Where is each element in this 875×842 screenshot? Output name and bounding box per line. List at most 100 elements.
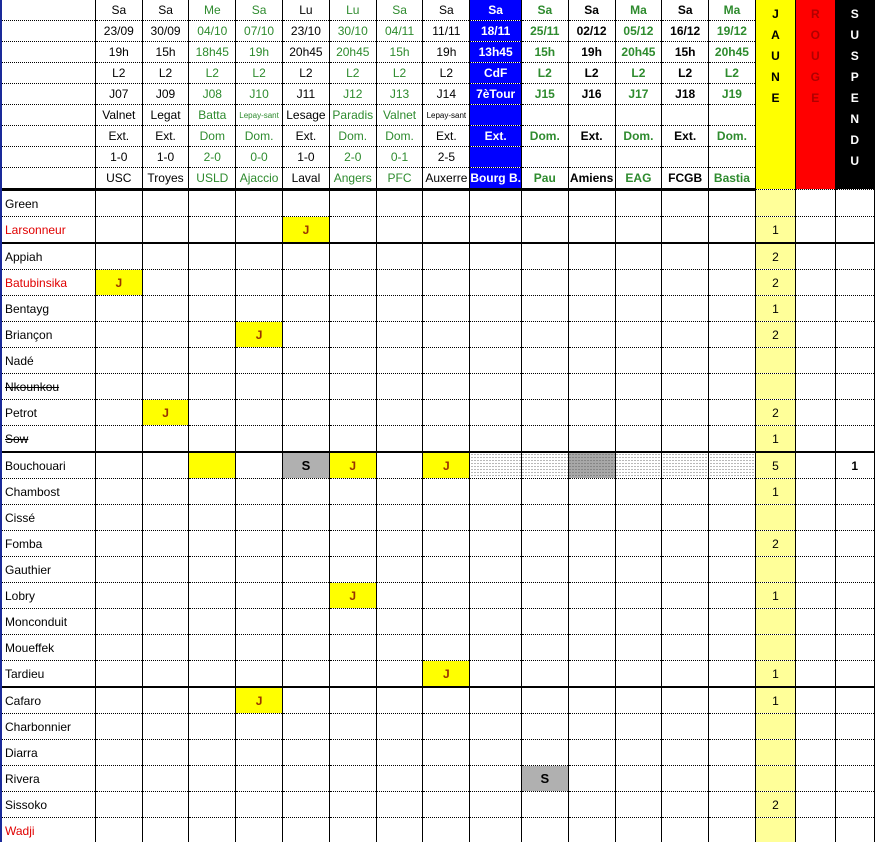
match-cell[interactable] xyxy=(375,399,424,426)
match-cell[interactable] xyxy=(141,687,190,714)
match-venue[interactable]: Dom. xyxy=(708,125,756,147)
match-cell[interactable] xyxy=(328,739,377,766)
match-time[interactable]: 15h xyxy=(520,41,569,63)
match-day[interactable]: Sa xyxy=(469,0,522,21)
match-cell[interactable] xyxy=(422,634,471,661)
suspension-period-cell[interactable] xyxy=(708,452,756,479)
match-cell[interactable] xyxy=(567,713,616,740)
match-round[interactable]: J16 xyxy=(567,83,616,105)
match-cell[interactable] xyxy=(567,530,616,557)
match-cell[interactable] xyxy=(422,189,471,217)
match-cell[interactable] xyxy=(520,478,569,505)
match-cell[interactable] xyxy=(469,295,522,322)
match-cell[interactable] xyxy=(375,608,424,635)
match-cell[interactable] xyxy=(141,452,190,479)
match-time[interactable]: 15h xyxy=(375,41,424,63)
match-time[interactable]: 20h45 xyxy=(708,41,756,63)
match-day[interactable]: Sa xyxy=(375,0,424,21)
match-cell[interactable] xyxy=(328,530,377,557)
match-opponent[interactable]: Bourg B. xyxy=(469,167,522,191)
match-cell[interactable] xyxy=(422,817,471,842)
match-cell[interactable] xyxy=(614,478,663,505)
match-cell[interactable] xyxy=(708,530,756,557)
match-opponent[interactable]: Angers xyxy=(328,167,377,191)
match-cell[interactable] xyxy=(422,295,471,322)
match-referee[interactable] xyxy=(708,104,756,126)
match-round[interactable]: J12 xyxy=(328,83,377,105)
suspension-period-cell[interactable] xyxy=(469,452,522,479)
match-cell[interactable] xyxy=(375,243,424,270)
match-cell[interactable] xyxy=(614,504,663,531)
player-name[interactable]: Briançon xyxy=(2,321,96,348)
match-cell[interactable] xyxy=(375,660,424,688)
match-cell[interactable] xyxy=(422,269,471,296)
match-cell[interactable] xyxy=(94,791,143,818)
match-cell[interactable] xyxy=(567,321,616,348)
match-cell[interactable] xyxy=(235,791,283,818)
match-cell[interactable] xyxy=(422,321,471,348)
match-cell[interactable] xyxy=(422,530,471,557)
match-cell[interactable] xyxy=(188,713,237,740)
yellow-card-cell[interactable]: J xyxy=(235,687,283,714)
match-cell[interactable] xyxy=(94,530,143,557)
match-cell[interactable] xyxy=(614,295,663,322)
match-comp[interactable]: L2 xyxy=(235,62,283,84)
match-cell[interactable] xyxy=(375,634,424,661)
match-cell[interactable] xyxy=(375,791,424,818)
match-cell[interactable] xyxy=(281,791,330,818)
player-name[interactable]: Rivera xyxy=(2,765,96,792)
match-cell[interactable] xyxy=(235,478,283,505)
match-opponent[interactable]: Amiens xyxy=(567,167,616,191)
match-cell[interactable] xyxy=(375,817,424,842)
match-cell[interactable] xyxy=(188,189,237,217)
match-cell[interactable] xyxy=(141,425,190,453)
match-day[interactable]: Sa xyxy=(235,0,283,21)
player-name[interactable]: Bentayg xyxy=(2,295,96,322)
match-cell[interactable] xyxy=(328,687,377,714)
match-cell[interactable] xyxy=(661,478,710,505)
match-cell[interactable] xyxy=(235,739,283,766)
match-cell[interactable] xyxy=(94,452,143,479)
match-cell[interactable] xyxy=(141,189,190,217)
match-round[interactable]: J17 xyxy=(614,83,663,105)
match-cell[interactable] xyxy=(708,817,756,842)
match-cell[interactable] xyxy=(188,295,237,322)
match-cell[interactable] xyxy=(94,189,143,217)
match-venue[interactable]: Dom. xyxy=(375,125,424,147)
match-cell[interactable] xyxy=(469,765,522,792)
match-cell[interactable] xyxy=(281,425,330,453)
match-cell[interactable] xyxy=(328,765,377,792)
match-cell[interactable] xyxy=(281,399,330,426)
match-cell[interactable] xyxy=(661,660,710,688)
match-cell[interactable] xyxy=(94,399,143,426)
match-cell[interactable] xyxy=(281,347,330,374)
match-round[interactable]: J09 xyxy=(141,83,190,105)
match-score[interactable] xyxy=(469,146,522,168)
match-cell[interactable] xyxy=(520,373,569,400)
match-cell[interactable] xyxy=(567,608,616,635)
match-cell[interactable] xyxy=(422,687,471,714)
yellow-card-cell[interactable]: J xyxy=(422,452,471,479)
player-name[interactable]: Cissé xyxy=(2,504,96,531)
match-cell[interactable] xyxy=(141,373,190,400)
match-cell[interactable] xyxy=(188,660,237,688)
player-name[interactable]: Batubinsika xyxy=(2,269,96,296)
match-cell[interactable] xyxy=(567,425,616,453)
match-cell[interactable] xyxy=(281,478,330,505)
match-cell[interactable] xyxy=(469,478,522,505)
match-venue[interactable]: Ext. xyxy=(422,125,471,147)
match-date[interactable]: 23/10 xyxy=(281,20,330,42)
match-cell[interactable] xyxy=(520,556,569,583)
match-cell[interactable] xyxy=(567,399,616,426)
match-cell[interactable] xyxy=(708,739,756,766)
player-name[interactable]: Nkounkou xyxy=(2,373,96,400)
match-cell[interactable] xyxy=(708,713,756,740)
match-score[interactable]: 2-0 xyxy=(188,146,237,168)
match-cell[interactable] xyxy=(469,189,522,217)
match-cell[interactable] xyxy=(94,321,143,348)
match-time[interactable]: 20h45 xyxy=(328,41,377,63)
match-cell[interactable] xyxy=(235,817,283,842)
match-cell[interactable] xyxy=(661,608,710,635)
match-cell[interactable] xyxy=(281,660,330,688)
match-cell[interactable] xyxy=(469,582,522,609)
